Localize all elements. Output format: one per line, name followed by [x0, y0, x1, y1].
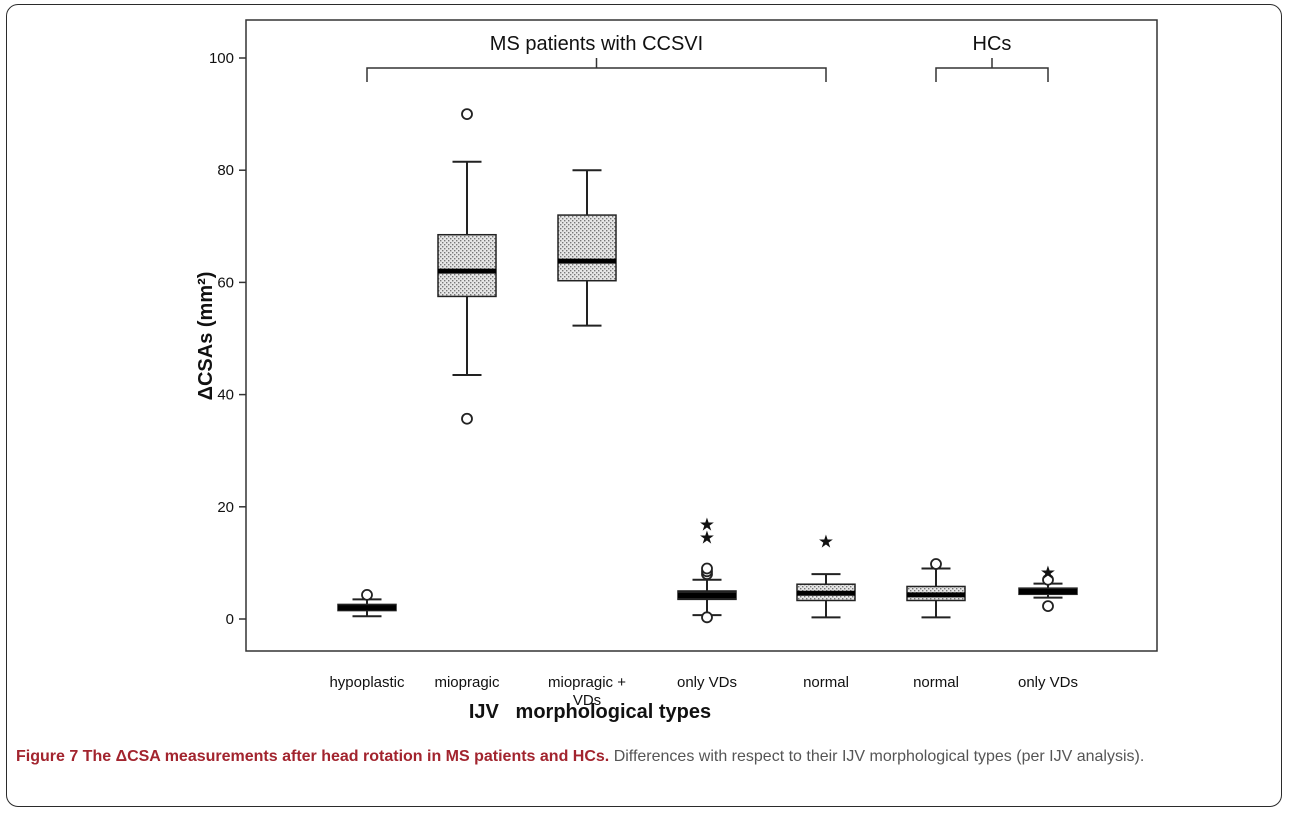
x-tick-label: miopragic + VDs: [548, 674, 626, 709]
outlier-point: [361, 588, 373, 601]
extreme-point: ★: [699, 528, 715, 548]
boxes: ★★★★: [337, 108, 1078, 624]
group-bracket: [366, 67, 827, 82]
y-tick-label: 80: [217, 162, 234, 179]
box-6: ★: [1018, 562, 1078, 612]
figure-caption: Figure 7 The ΔCSA measurements after hea…: [16, 745, 1271, 768]
y-tick-label: 20: [217, 499, 234, 516]
box-2: [557, 169, 617, 327]
extreme-point: ★: [699, 515, 715, 535]
outlier-point: [1042, 600, 1054, 612]
box-4: ★: [796, 531, 856, 619]
y-tick-label: 60: [217, 274, 234, 291]
x-axis-label: IJV morphological types: [469, 701, 711, 723]
extreme-point: ★: [1040, 562, 1056, 582]
box-iqr: [557, 214, 617, 282]
outlier-point: [461, 412, 473, 425]
y-axis: 0 20 40 60 80 100: [209, 50, 246, 628]
extreme-point: ★: [818, 531, 834, 551]
box-3: ★★: [677, 515, 737, 624]
plot-area: [245, 19, 1158, 652]
outlier-point: [461, 108, 473, 120]
box-5: [906, 558, 966, 619]
figure-frame: [6, 4, 1282, 807]
outlier-point: [701, 562, 713, 575]
box-iqr: [437, 233, 497, 298]
outlier-point: [1042, 573, 1054, 586]
x-tick-label: normal: [913, 674, 959, 691]
x-tick-label: miopragic: [434, 674, 500, 691]
caption-text: Differences with respect to their IJV mo…: [609, 748, 1145, 765]
y-tick-label: 40: [217, 387, 234, 404]
caption-title: Figure 7 The ΔCSA measurements after hea…: [16, 748, 610, 765]
y-tick-label: 0: [226, 611, 234, 628]
boxplot-chart: 0 20 40 60 80 100 MS patients with CCSVI HCs ★…: [195, 19, 1158, 723]
group-label: MS patients with CCSVI: [490, 33, 703, 55]
box-1: [437, 108, 497, 425]
outlier-point: [701, 611, 713, 624]
y-tick-label: 100: [209, 50, 234, 67]
y-axis-label: ΔCSAs (mm²): [195, 272, 217, 401]
outlier-point: [930, 558, 942, 570]
group-label: HCs: [973, 33, 1012, 55]
group-bracket: [935, 67, 1049, 82]
x-tick-label: only VDs: [677, 674, 737, 691]
x-tick-label: normal: [803, 674, 849, 691]
box-0: [337, 588, 397, 618]
x-axis: hypoplastic miopragic miopragic + VDs only V…: [329, 674, 1078, 709]
group-brackets: MS patients with CCSVI HCs: [366, 33, 1049, 82]
x-tick-label: only VDs: [1018, 674, 1078, 691]
x-tick-label: hypoplastic: [329, 674, 405, 691]
